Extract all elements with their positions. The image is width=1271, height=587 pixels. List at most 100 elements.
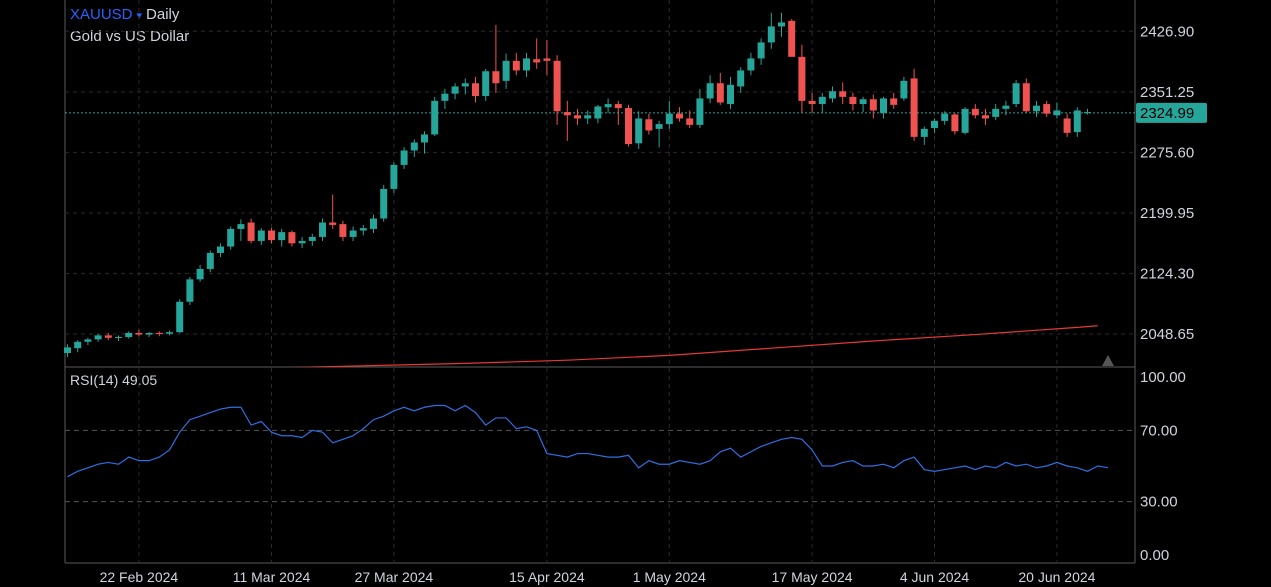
- candle-down: [512, 60, 520, 71]
- candle-down: [645, 119, 653, 131]
- candle-up: [829, 91, 836, 99]
- rsi-tick-label: 30.00: [1140, 494, 1178, 511]
- candle-down: [1022, 83, 1030, 112]
- candle-up: [115, 336, 122, 338]
- moving-average-line: [286, 325, 1098, 367]
- interval-label[interactable]: Daily: [146, 6, 180, 23]
- scroll-to-latest-icon[interactable]: [1102, 355, 1114, 366]
- candle-up: [1012, 83, 1020, 105]
- candle-down: [788, 20, 796, 57]
- x-tick-label: 27 Mar 2024: [355, 569, 434, 585]
- rsi-line: [67, 404, 1108, 478]
- candle-up: [257, 230, 265, 241]
- rsi-tick-label: 0.00: [1140, 547, 1169, 564]
- rsi-tick-label: 70.00: [1140, 422, 1178, 439]
- candle-up: [421, 134, 428, 143]
- candle-down: [625, 108, 632, 145]
- candle-up: [380, 188, 388, 219]
- candle-up: [767, 26, 775, 43]
- candle-up: [217, 246, 224, 253]
- rsi-tick-label: 100.00: [1140, 369, 1186, 386]
- candle-down: [492, 71, 500, 84]
- candle-up: [1053, 110, 1061, 116]
- candle-up: [145, 332, 153, 335]
- candle-up: [523, 58, 530, 71]
- candle-up: [502, 60, 510, 81]
- candle-down: [951, 114, 959, 132]
- symbol-description: Gold vs US Dollar: [70, 28, 190, 45]
- candle-down: [1063, 118, 1071, 133]
- candle-up: [594, 106, 602, 119]
- candle-down: [849, 96, 857, 105]
- rsi-value: 49.05: [122, 372, 158, 388]
- candle-up: [992, 108, 1000, 117]
- candle-up: [706, 83, 714, 99]
- candle-up: [961, 108, 969, 133]
- last-price-label: 2324.99: [1140, 105, 1194, 122]
- candle-down: [543, 58, 551, 61]
- candle-up: [635, 118, 643, 144]
- candle-up: [737, 70, 745, 87]
- candle-up: [410, 142, 418, 151]
- candle-up: [400, 150, 408, 165]
- candle-down: [533, 59, 541, 63]
- candle-down: [1043, 104, 1051, 114]
- candle-down: [339, 224, 347, 237]
- candle-up: [349, 230, 357, 237]
- candle-up: [125, 332, 133, 337]
- candle-up: [1033, 105, 1040, 112]
- candle-down: [808, 100, 816, 105]
- candle-down: [676, 113, 683, 119]
- candle-down: [247, 222, 255, 241]
- symbol-selector[interactable]: XAUUSD: [70, 6, 133, 23]
- candle-up: [727, 84, 734, 105]
- candle-down: [716, 83, 724, 103]
- candle-down: [574, 115, 581, 119]
- candle-down: [614, 104, 622, 109]
- price-tick-label: 2048.65: [1140, 326, 1194, 343]
- x-tick-label: 11 Mar 2024: [233, 569, 311, 585]
- candle-down: [890, 98, 898, 105]
- candle-down: [869, 99, 877, 111]
- candle-down: [553, 60, 561, 112]
- candle-up: [227, 228, 235, 247]
- candle-up: [778, 22, 785, 27]
- candle-up: [206, 252, 214, 269]
- price-tick-label: 2426.90: [1140, 23, 1194, 40]
- candle-up: [84, 339, 92, 342]
- candle-up: [451, 86, 459, 94]
- candle-down: [839, 91, 847, 97]
- candle-up: [176, 301, 184, 333]
- candle-down: [329, 222, 337, 225]
- candle-up: [931, 120, 938, 129]
- candle-up: [196, 268, 204, 280]
- x-tick-label: 17 May 2024: [772, 569, 853, 585]
- x-tick-label: 1 May 2024: [633, 569, 706, 585]
- candle-down: [135, 332, 143, 335]
- candle-up: [431, 100, 439, 135]
- candle-up: [747, 58, 755, 71]
- price-tick-label: 2351.25: [1140, 84, 1194, 101]
- candle-down: [472, 83, 479, 97]
- candle-up: [941, 113, 949, 121]
- candle-down: [686, 118, 694, 125]
- candle-up: [237, 224, 245, 229]
- chart-header: XAUUSD▾Daily: [70, 6, 179, 23]
- candle-up: [186, 279, 194, 302]
- candle-down: [288, 232, 296, 244]
- candle-down: [798, 56, 806, 101]
- candle-up: [166, 332, 173, 334]
- candle-up: [308, 236, 316, 241]
- candle-up: [818, 96, 826, 105]
- last-price-badge: [1136, 102, 1207, 123]
- candle-up: [461, 83, 469, 87]
- x-tick-label: 4 Jun 2024: [900, 569, 969, 585]
- rsi-legend: RSI(14) 49.05: [70, 372, 157, 388]
- candle-up: [64, 347, 71, 353]
- candle-up: [441, 93, 449, 101]
- price-tick-label: 2199.95: [1140, 205, 1194, 222]
- x-tick-label: 15 Apr 2024: [509, 569, 585, 585]
- candle-down: [104, 335, 112, 338]
- candle-up: [584, 115, 592, 119]
